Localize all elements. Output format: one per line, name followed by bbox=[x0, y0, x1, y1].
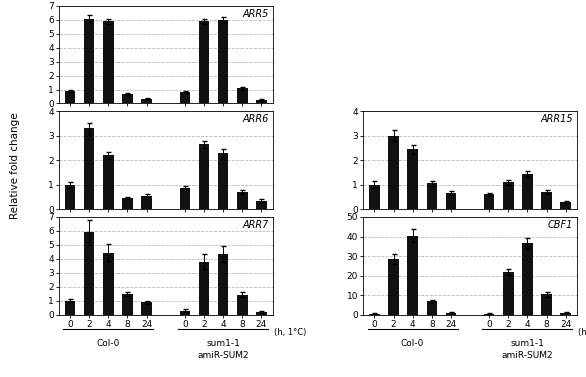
Bar bbox=[541, 192, 552, 209]
Bar bbox=[199, 262, 209, 315]
Bar bbox=[446, 193, 456, 209]
Bar bbox=[84, 19, 94, 103]
Text: ARR5: ARR5 bbox=[242, 9, 268, 18]
Text: sum1-1: sum1-1 bbox=[510, 339, 544, 348]
Bar bbox=[103, 253, 114, 315]
Text: ARR6: ARR6 bbox=[242, 114, 268, 124]
Bar bbox=[65, 185, 76, 209]
Bar bbox=[503, 272, 513, 315]
Bar bbox=[427, 301, 437, 315]
Bar bbox=[560, 313, 571, 315]
Bar bbox=[369, 314, 380, 315]
Bar bbox=[141, 302, 152, 315]
Bar bbox=[237, 294, 247, 315]
Bar bbox=[389, 136, 399, 209]
Bar bbox=[484, 195, 495, 209]
Bar bbox=[369, 185, 380, 209]
Bar bbox=[237, 88, 247, 103]
Bar bbox=[541, 294, 552, 315]
Bar bbox=[122, 94, 133, 103]
Bar bbox=[237, 192, 247, 209]
Text: ARR7: ARR7 bbox=[242, 220, 268, 230]
Bar bbox=[407, 149, 418, 209]
Bar bbox=[218, 153, 229, 209]
Bar bbox=[503, 182, 513, 209]
Text: (h, 1°C): (h, 1°C) bbox=[274, 328, 306, 337]
Text: Col-0: Col-0 bbox=[401, 339, 424, 348]
Text: amiR-SUM2: amiR-SUM2 bbox=[502, 351, 553, 360]
Bar bbox=[407, 236, 418, 315]
Bar bbox=[256, 312, 267, 315]
Bar bbox=[103, 21, 114, 103]
Bar bbox=[199, 21, 209, 103]
Bar bbox=[180, 311, 190, 315]
Bar bbox=[84, 232, 94, 315]
Bar bbox=[180, 92, 190, 103]
Text: (h, 1°C): (h, 1°C) bbox=[578, 328, 586, 337]
Bar bbox=[180, 188, 190, 209]
Text: Relative fold change: Relative fold change bbox=[9, 113, 20, 219]
Bar bbox=[522, 174, 533, 209]
Bar bbox=[218, 20, 229, 103]
Bar bbox=[103, 155, 114, 209]
Bar bbox=[65, 91, 76, 103]
Text: sum1-1: sum1-1 bbox=[206, 339, 240, 348]
Bar bbox=[141, 196, 152, 209]
Bar bbox=[218, 254, 229, 315]
Bar bbox=[446, 313, 456, 315]
Bar bbox=[122, 198, 133, 209]
Bar bbox=[84, 129, 94, 209]
Text: amiR-SUM2: amiR-SUM2 bbox=[197, 351, 249, 360]
Bar bbox=[256, 201, 267, 209]
Bar bbox=[427, 184, 437, 209]
Bar bbox=[256, 100, 267, 103]
Bar bbox=[389, 259, 399, 315]
Bar bbox=[122, 294, 133, 315]
Text: ARR15: ARR15 bbox=[540, 114, 573, 124]
Bar bbox=[199, 144, 209, 209]
Text: Col-0: Col-0 bbox=[97, 339, 120, 348]
Bar bbox=[560, 202, 571, 209]
Bar bbox=[484, 314, 495, 315]
Bar bbox=[522, 244, 533, 315]
Bar bbox=[141, 99, 152, 103]
Bar bbox=[65, 301, 76, 315]
Text: CBF1: CBF1 bbox=[547, 220, 573, 230]
